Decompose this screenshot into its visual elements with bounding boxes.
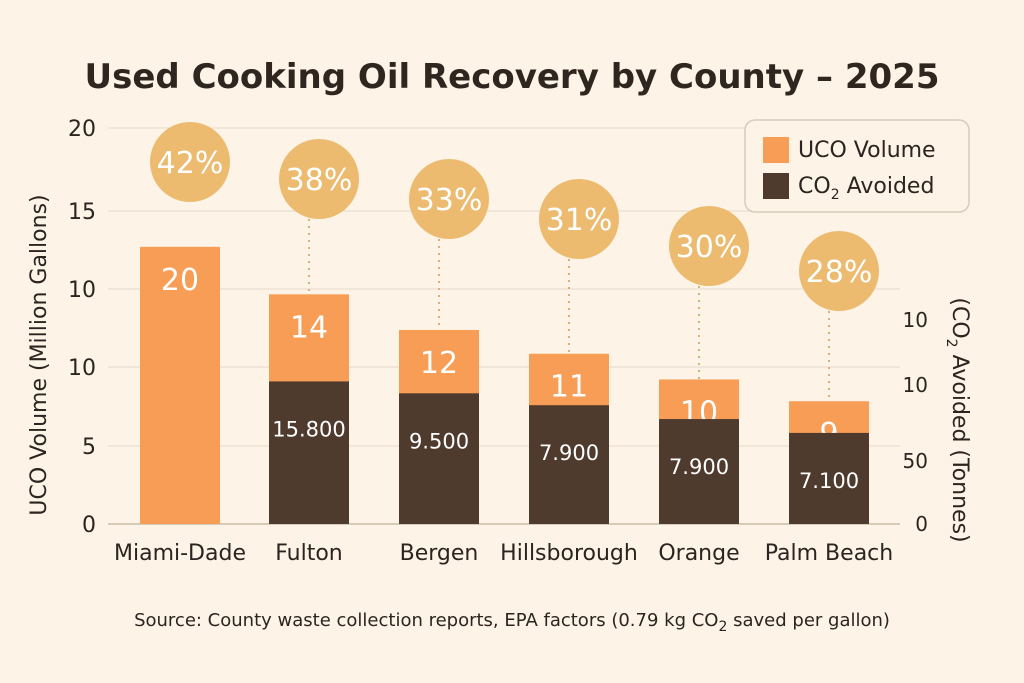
y2-tick-label: 10: [903, 308, 928, 332]
recovery-rate-label: 31%: [546, 203, 613, 238]
y2-axis-title-part: Avoided (Tonnes): [947, 348, 972, 543]
x-category-label: Palm Beach: [765, 541, 893, 566]
recovery-rate-bubble: [409, 159, 489, 239]
recovery-rate-label: 38%: [286, 163, 353, 198]
bar-co2-avoided: [399, 393, 479, 524]
bar-co2-avoided: [659, 419, 739, 524]
recovery-rate-label: 30%: [676, 230, 743, 265]
source-note-part: saved per gallon): [727, 610, 890, 631]
bar-uco-value-label: 11: [550, 370, 588, 405]
bar-co2-value-label: 9.500: [409, 429, 469, 453]
source-note: Source: County waste collection reports,…: [134, 610, 890, 635]
y2-tick-label: 10: [903, 373, 928, 397]
recovery-rate-bubble: [799, 231, 879, 311]
legend-label-co2: CO2 Avoided: [798, 174, 934, 203]
y-tick-label: 5: [82, 435, 96, 460]
recovery-rate-bubble: [539, 179, 619, 259]
legend: UCO Volume CO2 Avoided: [744, 119, 970, 213]
legend-swatch-uco: [763, 137, 789, 163]
gridlines: [108, 127, 900, 525]
recovery-rate-label: 28%: [806, 255, 873, 290]
recovery-rate-bubble: [669, 206, 749, 286]
y2-axis-title-part: (CO: [947, 297, 972, 338]
y2-tick-label: 50: [903, 449, 928, 473]
legend-label-co2-main: CO: [798, 174, 831, 199]
bar-co2-avoided: [789, 432, 869, 524]
x-category-label: Orange: [658, 541, 739, 566]
chart-title: Used Cooking Oil Recovery by County – 20…: [85, 57, 940, 97]
bar-co2-value-label: 7.100: [799, 469, 859, 493]
y-tick-label: 0: [82, 513, 96, 538]
legend-swatch-co2: [763, 173, 789, 199]
bar-uco-value-label: 14: [290, 310, 328, 345]
y2-axis-ticks: 0 50 10 10: [903, 308, 928, 536]
bar-co2-avoided: [529, 405, 609, 524]
y-tick-label: 10: [68, 356, 96, 381]
y2-tick-label: 0: [915, 512, 928, 536]
x-category-label: Fulton: [275, 541, 343, 566]
recovery-rate-bubbles: 42% 38% 33% 31% 30% 28%: [150, 122, 879, 402]
bar-co2-value-label: 15.800: [272, 417, 345, 441]
legend-label-uco: UCO Volume: [798, 138, 936, 163]
recovery-rate-label: 42%: [157, 146, 224, 181]
x-category-label: Hillsborough: [500, 541, 638, 566]
bar-co2-avoided: [269, 381, 349, 524]
recovery-rate-label: 33%: [416, 183, 483, 218]
x-category-label: Miami-Dade: [114, 541, 246, 566]
y-tick-label: 20: [68, 117, 96, 142]
bar-uco-value-label: 20: [161, 263, 199, 298]
y-axis-ticks: 0 5 10 10 15 20: [68, 117, 96, 538]
y2-axis-title-subscript: 2: [943, 339, 959, 348]
y-tick-label: 10: [68, 278, 96, 303]
x-category-label: Bergen: [400, 541, 479, 566]
bar-co2-value-label: 7.900: [539, 441, 599, 465]
recovery-rate-bubble: [150, 122, 230, 202]
source-note-part: Source: County waste collection reports,…: [134, 610, 718, 631]
y2-axis-title: (CO2 Avoided (Tonnes): [943, 297, 972, 542]
bar-co2-value-label: 7.900: [669, 455, 729, 479]
legend-label-co2-subscript: 2: [831, 187, 840, 203]
x-axis-categories: Miami-Dade Fulton Bergen Hillsborough Orange…: [114, 541, 893, 566]
recovery-rate-bubble: [279, 139, 359, 219]
bar-uco-value-label: 12: [420, 346, 458, 381]
bar-uco-volume: [140, 246, 220, 525]
legend-label-co2-tail: Avoided: [840, 174, 935, 199]
source-note-subscript: 2: [718, 619, 727, 635]
y-axis-title: UCO Volume (Million Gallons): [27, 194, 52, 515]
y-tick-label: 15: [68, 200, 96, 225]
legend-box: [744, 119, 970, 213]
